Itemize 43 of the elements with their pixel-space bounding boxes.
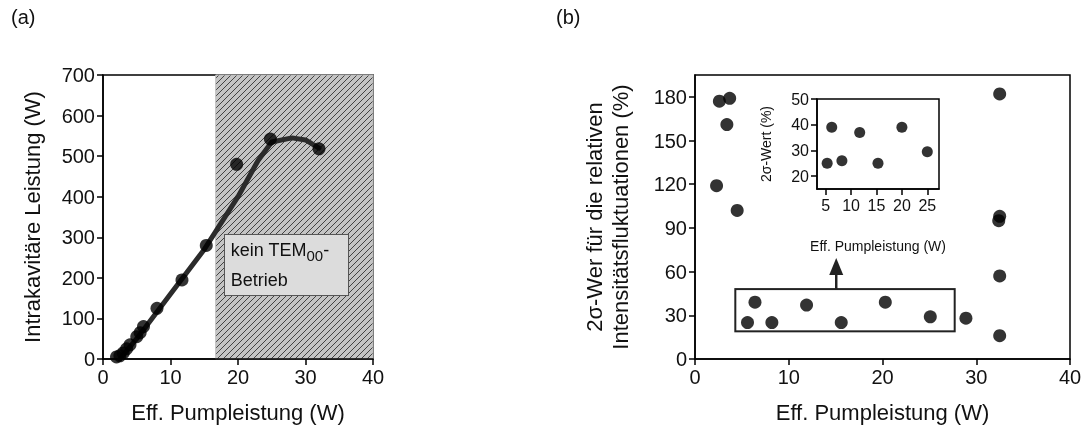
- y-tick-label: 20: [791, 167, 810, 185]
- chart-title: (b): [556, 6, 581, 28]
- y-tick-label: 30: [664, 304, 687, 327]
- x-tick-label: 30: [965, 366, 988, 388]
- y-tick-label: 30: [791, 141, 810, 159]
- y-tick-label: 60: [664, 260, 687, 283]
- chart-title: (a): [11, 6, 36, 28]
- y-axis-title: 2σ-Wert (%): [758, 105, 774, 183]
- y-axis-title: 2σ-Wer für die relativen Intensitätsfluktuationen (%): [581, 84, 633, 350]
- y-tick-label: 0: [83, 348, 95, 370]
- y-tick-label: 700: [61, 64, 95, 86]
- x-tick-label: 10: [159, 366, 182, 388]
- y-tick-label: 600: [61, 104, 95, 127]
- x-axis-title: Eff. Pumpleistung (W): [775, 399, 990, 425]
- x-tick-label: 20: [892, 196, 911, 214]
- x-tick-label: 10: [777, 366, 800, 388]
- text: kein TEM$_{00}$-Betrieb: [230, 240, 330, 290]
- x-tick-label: 40: [361, 366, 385, 388]
- x-tick-label: 0: [689, 366, 701, 388]
- y-tick-label: 90: [664, 216, 687, 239]
- x-axis-title: Eff. Pumpleistung (W): [131, 399, 345, 425]
- x-axis-title: Eff. Pumpleistung (W): [810, 238, 946, 254]
- x-tick-label: 40: [1058, 366, 1082, 388]
- y-tick-label: 300: [61, 226, 95, 249]
- y-tick-label: 40: [791, 116, 810, 134]
- x-tick-label: 30: [294, 366, 317, 388]
- x-tick-label: 25: [918, 196, 937, 214]
- y-tick-label: 100: [61, 307, 95, 330]
- x-tick-label: 10: [842, 196, 861, 214]
- y-axis-title: Intrakavitäre Leistung (W): [19, 91, 45, 343]
- x-tick-label: 20: [871, 366, 894, 388]
- y-tick-label: 50: [791, 90, 810, 108]
- x-tick-label: 5: [821, 196, 831, 214]
- x-tick-label: 15: [867, 196, 886, 214]
- y-tick-label: 500: [61, 145, 95, 168]
- y-tick-label: 150: [653, 129, 687, 152]
- y-tick-label: 400: [61, 185, 95, 208]
- y-tick-label: 0: [675, 348, 687, 370]
- y-tick-label: 180: [653, 85, 687, 108]
- y-tick-label: 200: [61, 266, 95, 289]
- y-tick-label: 120: [653, 173, 687, 196]
- x-tick-label: 0: [97, 366, 109, 388]
- x-tick-label: 20: [226, 366, 250, 388]
